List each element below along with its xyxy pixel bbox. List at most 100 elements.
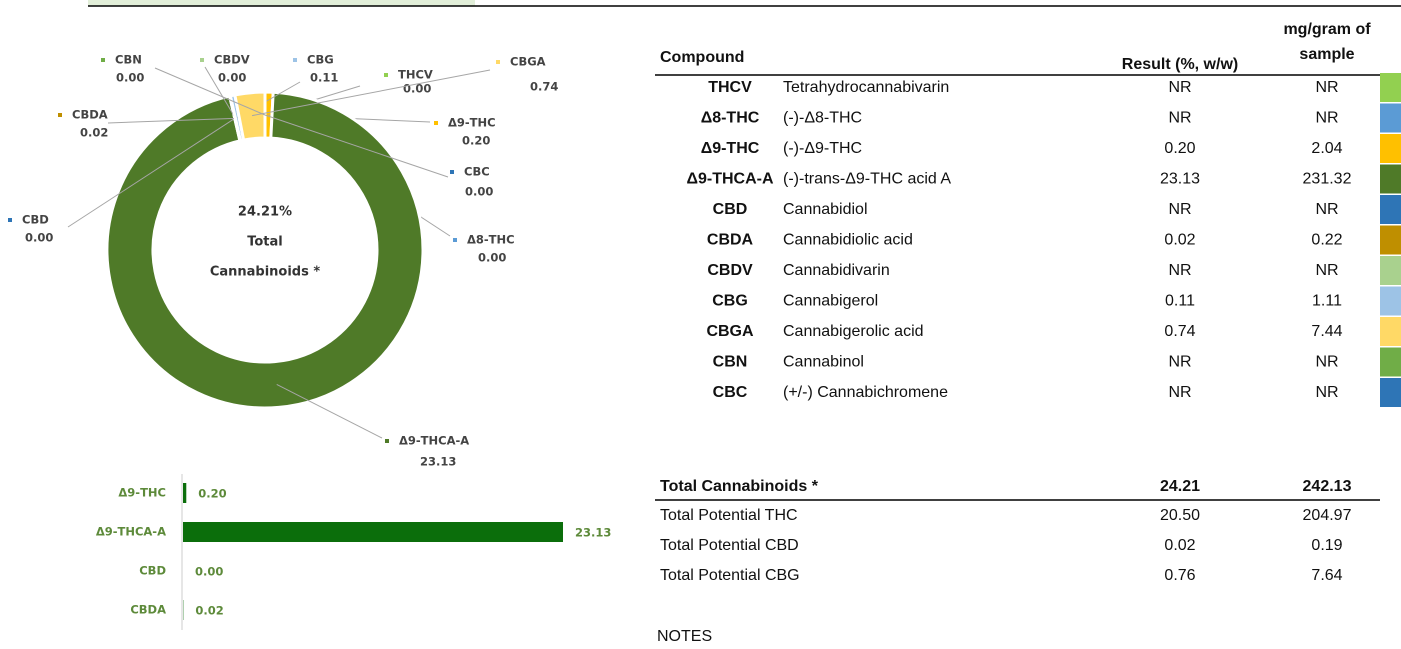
slice-name: CBD <box>22 213 49 227</box>
slice-name: Δ9-THCA-A <box>399 434 469 448</box>
totals-header: 242.13 <box>1303 478 1352 495</box>
compound-name: (-)-trans-Δ9-THC acid A <box>783 171 951 188</box>
slice-value: 0.00 <box>25 231 53 245</box>
slice-name: CBG <box>307 53 334 67</box>
slice-name: Δ8-THC <box>467 233 515 247</box>
compound-name: Cannabigerolic acid <box>783 323 924 340</box>
leader-line <box>67 118 236 228</box>
slice-value: 0.00 <box>465 185 493 199</box>
compound-name: Cannabidivarin <box>783 262 890 279</box>
color-swatch <box>1380 164 1401 194</box>
totals-header: 24.21 <box>1160 478 1200 495</box>
legend-marker <box>58 113 62 117</box>
bar-category: CBD <box>139 564 166 578</box>
bar-value: 0.02 <box>195 604 223 618</box>
slice-value: 23.13 <box>420 455 456 469</box>
donut-slice <box>105 90 425 410</box>
totals-cell: Total Potential THC <box>660 507 798 524</box>
slice-name: Δ9-THC <box>448 116 496 130</box>
legend-marker <box>8 218 12 222</box>
compound-name: Cannabigerol <box>783 293 878 310</box>
result: NR <box>1168 354 1191 371</box>
legend-marker <box>200 58 204 62</box>
color-swatch <box>1380 317 1401 346</box>
table-header: Result (%, w/w) <box>1122 56 1238 73</box>
totals-cell: Total Potential CBD <box>660 537 799 554</box>
legend-marker <box>496 60 500 64</box>
leader-line <box>154 67 266 116</box>
bar-category: Δ9-THC <box>118 486 166 500</box>
bar <box>183 522 563 542</box>
mg-per-gram: NR <box>1315 110 1338 127</box>
table-header: sample <box>1299 46 1354 63</box>
slice-name: CBN <box>115 53 142 67</box>
compound-abbr: CBDA <box>707 232 754 249</box>
mg-per-gram: NR <box>1315 354 1338 371</box>
totals-cell: Total Potential CBG <box>660 567 800 584</box>
leader-line <box>204 66 236 119</box>
result: 0.11 <box>1165 293 1195 310</box>
legend-marker <box>450 170 454 174</box>
slice-name: CBGA <box>510 55 546 69</box>
slice-name: CBC <box>464 165 490 179</box>
result: 0.74 <box>1164 323 1195 340</box>
result: 0.02 <box>1164 232 1195 249</box>
legend-marker <box>293 58 297 62</box>
bar-category: CBDA <box>130 603 166 617</box>
compound-abbr: Δ9-THC <box>701 140 760 157</box>
legend-marker <box>453 238 457 242</box>
color-swatch <box>1380 347 1401 377</box>
legend-marker <box>385 439 389 443</box>
bar-value: 0.00 <box>195 565 223 579</box>
compound-name: (+/-) Cannabichromene <box>783 384 948 401</box>
totals-cell: 0.19 <box>1311 537 1342 554</box>
totals-cell: 0.76 <box>1164 567 1195 584</box>
result: NR <box>1168 79 1191 96</box>
legend-marker <box>101 58 105 62</box>
color-swatch <box>1380 286 1401 316</box>
color-swatch <box>1380 195 1401 224</box>
notes: NOTES <box>657 628 712 645</box>
header-band <box>88 0 475 6</box>
color-swatch <box>1380 225 1401 255</box>
compound-name: Cannabinol <box>783 354 864 371</box>
center-label: 24.21% <box>238 205 292 220</box>
compound-abbr: CBG <box>712 293 748 310</box>
slice-value: 0.11 <box>310 71 338 85</box>
totals-cell: 0.02 <box>1164 537 1195 554</box>
compound-name: Cannabidiolic acid <box>783 232 913 249</box>
result: NR <box>1168 262 1191 279</box>
legend-marker <box>384 73 388 77</box>
slice-value: 0.02 <box>80 126 108 140</box>
mg-per-gram: NR <box>1315 384 1338 401</box>
slice-value: 0.00 <box>116 71 144 85</box>
color-swatch <box>1380 378 1401 407</box>
slice-value: 0.00 <box>478 251 506 265</box>
mg-per-gram: 0.22 <box>1311 232 1342 249</box>
mg-per-gram: NR <box>1315 79 1338 96</box>
compound-abbr: Δ8-THC <box>701 110 760 127</box>
mg-per-gram: NR <box>1315 262 1338 279</box>
totals-cell: 204.97 <box>1303 507 1352 524</box>
color-swatch <box>1380 73 1401 102</box>
slice-name: THCV <box>398 68 433 82</box>
donut-slice <box>233 90 267 142</box>
compound-abbr: THCV <box>708 79 752 96</box>
slice-name: CBDA <box>72 108 108 122</box>
color-swatch <box>1380 103 1401 133</box>
leader-line <box>276 384 383 439</box>
slice-value: 0.74 <box>530 80 558 94</box>
compound-abbr: CBGA <box>706 323 754 340</box>
center-label: Total <box>247 235 283 250</box>
result: NR <box>1168 110 1191 127</box>
color-swatch <box>1380 134 1401 163</box>
mg-per-gram: NR <box>1315 201 1338 218</box>
compound-name: Cannabidiol <box>783 201 868 218</box>
bar-category: Δ9-THCA-A <box>96 525 166 539</box>
result: NR <box>1168 384 1191 401</box>
mg-per-gram: 2.04 <box>1311 140 1342 157</box>
mg-per-gram: 1.11 <box>1312 293 1342 310</box>
leader-line <box>264 114 449 178</box>
mg-per-gram: 7.44 <box>1311 323 1342 340</box>
